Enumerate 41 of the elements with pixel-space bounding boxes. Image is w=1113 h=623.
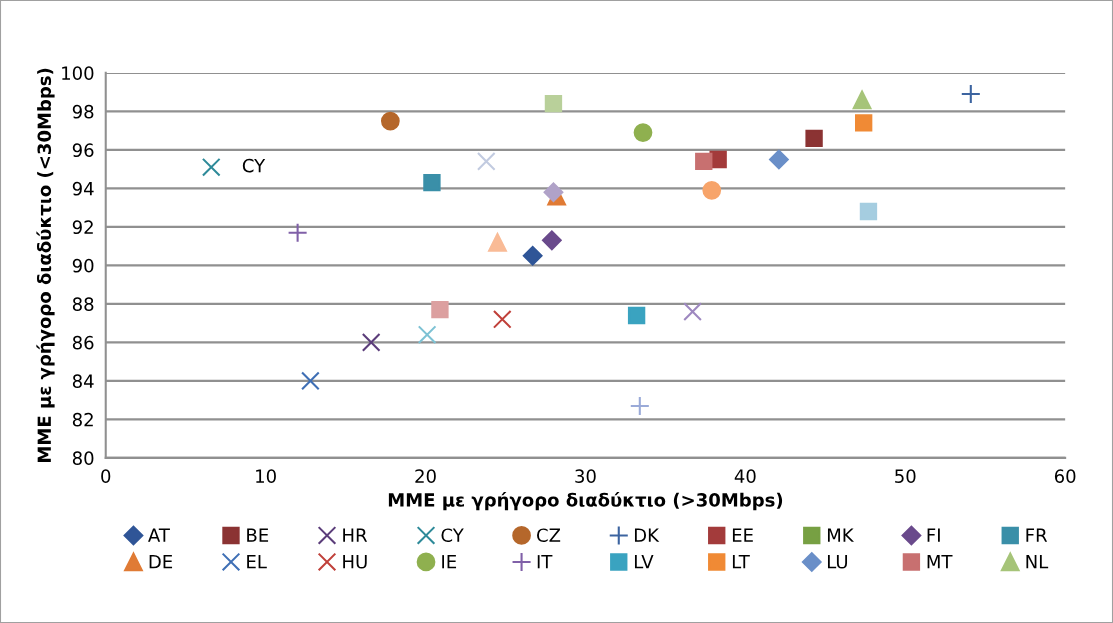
y-tick-label: 94 [72,181,94,196]
legend-label: LU [827,555,848,569]
x-tick-label: 10 [256,469,276,483]
legend-label: HR [343,528,368,542]
legend-label: BE [247,528,269,542]
legend-label: LT [732,555,750,569]
legend-label: MK [827,528,855,542]
y-tick-label: 92 [72,220,93,235]
y-tick-label: 86 [72,335,94,350]
legend-label: HU [343,555,367,569]
x-tick-label: 30 [575,469,596,483]
legend-label: FI [927,528,940,542]
x-axis-title: ΜΜΕ με γρήγορο διαδύκτιο (>30Mbps) [388,492,783,511]
x-tick-label: 40 [734,469,756,483]
y-tick-label: 88 [72,297,94,312]
legend-label: EL [247,555,267,569]
x-tick-label: 50 [895,469,916,483]
legend-label: AT [148,528,170,542]
y-tick-label: 98 [72,104,94,119]
y-tick-label: 82 [72,412,93,427]
legend-label: CZ [537,528,561,543]
legend-label: EE [732,528,753,542]
y-axis-title: ΜΜΕ με γρήγορο διαδύκτιο (<30Mbps) [36,68,55,462]
legend-label: FR [1026,528,1048,542]
annotation: CY [242,158,266,173]
legend-label: DE [149,555,173,569]
x-tick-label: 60 [1054,469,1076,483]
legend-label: CY [441,528,464,543]
y-tick-label: 96 [72,143,94,158]
legend-label: DK [634,528,660,542]
legend-label: NL [1026,555,1049,569]
y-tick-label: 80 [72,451,94,466]
x-tick-label: 0 [101,469,111,483]
legend-label: MT [927,555,953,569]
y-tick-label: 90 [72,258,94,273]
legend-label: IE [442,555,457,569]
y-tick-label: 84 [72,374,94,389]
y-tick-label: 100 [62,66,94,81]
legend-label: IT [537,555,553,569]
legend-label: LV [634,555,654,569]
x-tick-label: 20 [415,469,436,483]
